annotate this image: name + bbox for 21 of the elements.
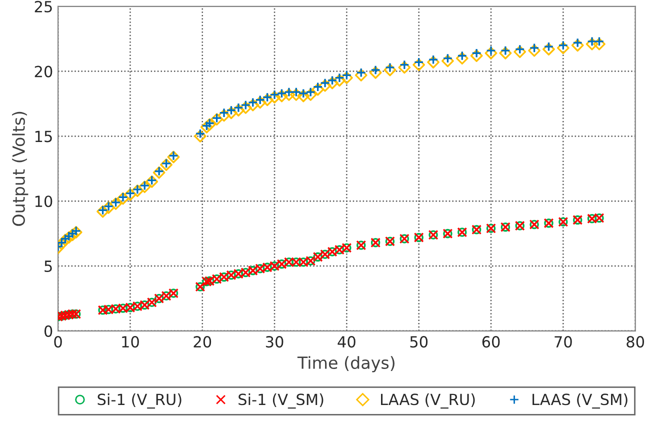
y-tick-label: 20 xyxy=(34,66,52,78)
x-axis-title: Time (days) xyxy=(297,356,394,372)
x-tick-label: 40 xyxy=(338,336,356,348)
x-tick-label: 80 xyxy=(626,336,644,348)
x-tick-label: 30 xyxy=(266,336,284,348)
x-tick-label: 0 xyxy=(54,336,62,348)
legend-label: LAAS (V_SM) xyxy=(532,393,628,409)
legend-label: Si-1 (V_RU) xyxy=(98,393,182,409)
y-tick-label: 0 xyxy=(44,325,52,337)
y-axis-title: Output (Volts) xyxy=(12,112,28,226)
y-tick-label: 5 xyxy=(44,260,52,272)
x-tick-label: 50 xyxy=(410,336,428,348)
x-tick-label: 70 xyxy=(554,336,572,348)
legend-label: Si-1 (V_SM) xyxy=(238,393,324,409)
y-tick-label: 10 xyxy=(35,196,52,208)
legend-label: LAAS (V_RU) xyxy=(381,393,475,409)
x-tick-label: 60 xyxy=(482,336,500,348)
y-tick-label: 15 xyxy=(35,130,52,142)
x-tick-label: 10 xyxy=(122,336,139,348)
x-tick-label: 20 xyxy=(194,336,212,348)
y-tick-label: 25 xyxy=(34,0,52,12)
